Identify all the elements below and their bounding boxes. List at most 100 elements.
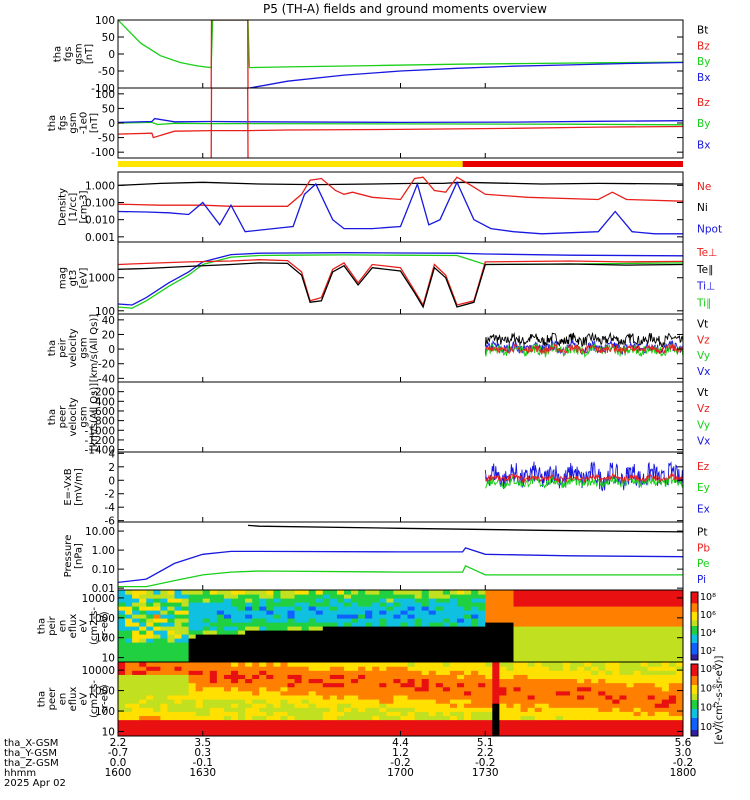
heatmap-cell	[315, 662, 324, 667]
heatmap-cell	[570, 670, 578, 675]
heatmap-cell	[541, 606, 550, 611]
heatmap-cell	[245, 638, 253, 643]
heatmap-cell	[308, 654, 317, 659]
heatmap-cell	[238, 642, 246, 647]
heatmap-cell	[393, 715, 402, 721]
heatmap-cell	[654, 646, 663, 651]
heatmap-cell	[527, 610, 536, 615]
heatmap-cell	[555, 654, 564, 659]
heatmap-cell	[167, 602, 176, 607]
heatmap-cell	[428, 590, 437, 595]
heatmap-cell	[139, 715, 147, 721]
heatmap-cell	[485, 642, 493, 647]
heatmap-cell	[548, 630, 557, 635]
heatmap-cell	[266, 731, 274, 736]
heatmap-cell	[386, 719, 395, 725]
heatmap-cell	[245, 594, 253, 599]
heatmap-cell	[336, 642, 345, 647]
heatmap-cell	[407, 682, 416, 688]
heatmap-cell	[485, 723, 493, 729]
heatmap-cell	[661, 662, 670, 667]
heatmap-cell	[675, 699, 683, 704]
y-axis-label: -1e0	[79, 112, 90, 135]
heatmap-cell	[322, 606, 331, 611]
heatmap-cell	[442, 690, 451, 696]
heatmap-cell	[336, 602, 345, 607]
heatmap-cell	[252, 723, 260, 729]
heatmap-cell	[640, 610, 649, 615]
heatmap-cell	[591, 614, 599, 619]
heatmap-cell	[668, 642, 677, 647]
heatmap-cell	[344, 614, 352, 619]
heatmap-cell	[139, 606, 147, 611]
heatmap-cell	[520, 662, 529, 667]
heatmap-cell	[435, 630, 444, 635]
heatmap-cell	[322, 610, 331, 615]
heatmap-cell	[153, 650, 161, 655]
heatmap-cell	[584, 690, 592, 696]
heatmap-cell	[449, 678, 458, 684]
heatmap-cell	[294, 622, 303, 627]
heatmap-cell	[322, 694, 331, 700]
heatmap-cell	[167, 654, 176, 659]
heatmap-cell	[633, 666, 642, 671]
heatmap-cell	[238, 715, 246, 721]
heatmap-cell	[527, 694, 536, 700]
heatmap-cell	[548, 707, 557, 712]
heatmap-cell	[393, 707, 402, 712]
heatmap-cell	[160, 646, 169, 651]
heatmap-cell	[534, 658, 543, 662]
heatmap-cell	[231, 699, 239, 704]
heatmap-cell	[457, 715, 465, 721]
heatmap-cell	[598, 686, 606, 692]
heatmap-cell	[457, 594, 465, 599]
heatmap-cell	[407, 638, 416, 643]
heatmap-cell	[223, 642, 232, 647]
heatmap-cell	[202, 610, 211, 615]
heatmap-cell	[372, 610, 380, 615]
heatmap-cell	[372, 598, 380, 603]
heatmap-cell	[153, 598, 161, 603]
heatmap-cell	[273, 646, 282, 651]
heatmap-cell	[358, 646, 366, 651]
heatmap-cell	[612, 727, 621, 733]
heatmap-cell	[336, 731, 345, 736]
heatmap-cell	[668, 678, 677, 684]
heatmap-cell	[379, 658, 387, 662]
heatmap-cell	[647, 703, 656, 708]
y-tick-label: 1.000	[85, 180, 115, 192]
heatmap-cell	[633, 678, 642, 684]
heatmap-cell	[428, 670, 437, 675]
heatmap-cell	[280, 703, 289, 708]
heatmap-cell	[294, 666, 303, 671]
heatmap-cell	[570, 711, 578, 717]
heatmap-cell	[351, 610, 359, 615]
heatmap-cell	[407, 606, 416, 611]
heatmap-cell	[315, 638, 324, 643]
heatmap-cell	[464, 719, 472, 725]
y-tick-label: 10.00	[85, 526, 115, 538]
heatmap-cell	[570, 682, 578, 688]
heatmap-cell	[365, 614, 373, 619]
y-tick-label: 100	[95, 89, 115, 101]
heatmap-cell	[322, 614, 331, 619]
heatmap-cell	[661, 630, 670, 635]
heatmap-cell	[329, 646, 338, 651]
heatmap-cell	[336, 590, 345, 595]
heatmap-cell	[393, 694, 402, 700]
heatmap-cell	[231, 630, 239, 635]
heatmap-cell	[464, 606, 472, 611]
heatmap-cell	[118, 719, 126, 725]
heatmap-cell	[280, 626, 289, 631]
heatmap-cell	[555, 610, 564, 615]
heatmap-cell	[485, 618, 493, 623]
heatmap-cell	[195, 670, 204, 675]
heatmap-cell	[329, 594, 338, 599]
heatmap-cell	[577, 707, 585, 712]
heatmap-cell	[428, 690, 437, 696]
heatmap-cell	[464, 703, 472, 708]
y-tick-label: 50	[102, 103, 115, 115]
heatmap-cell	[372, 594, 380, 599]
heatmap-cell	[245, 650, 253, 655]
heatmap-cell	[675, 719, 683, 725]
